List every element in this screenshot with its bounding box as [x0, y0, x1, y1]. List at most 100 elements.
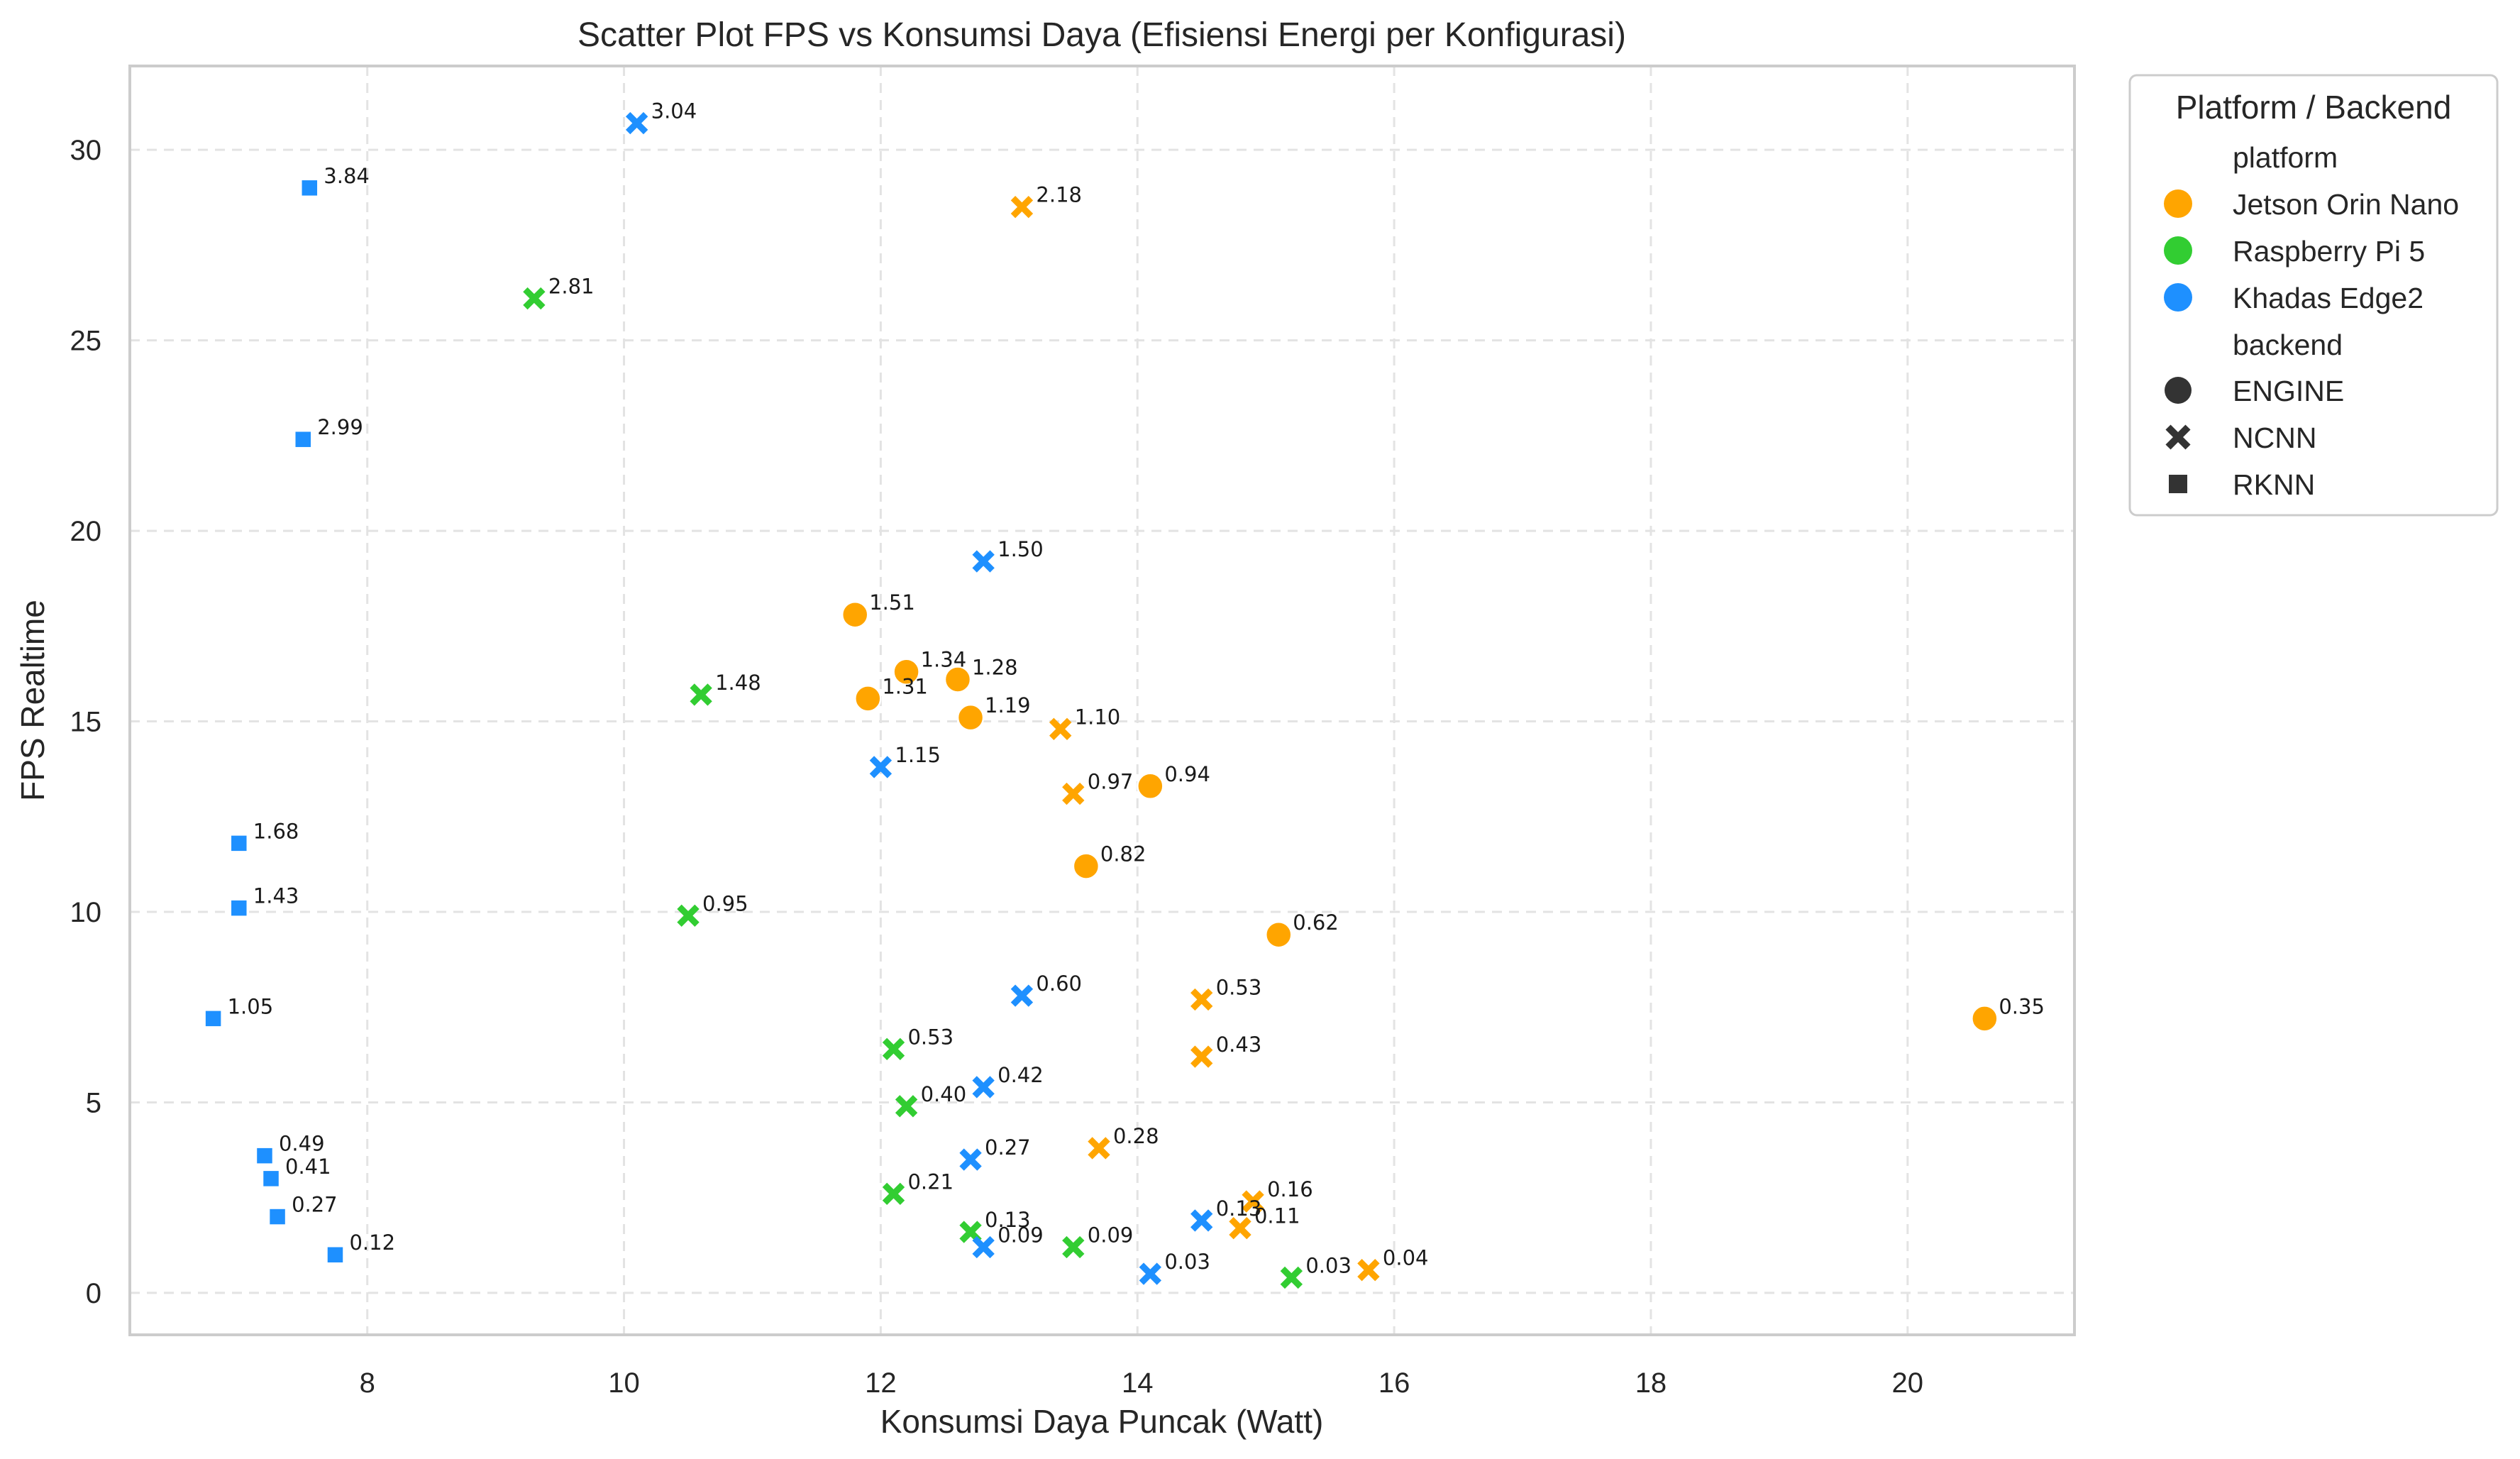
legend-label-backend: RKNN — [2233, 468, 2315, 501]
data-label: 0.53 — [907, 1025, 954, 1049]
data-label: 0.03 — [1305, 1253, 1352, 1277]
x-axis-title: Konsumsi Daya Puncak (Watt) — [880, 1403, 1324, 1440]
legend-entry-backend: NCNN — [2165, 422, 2316, 454]
data-point-ncnn — [1190, 988, 1213, 1011]
data-label: 0.97 — [1088, 770, 1134, 794]
data-label: 1.28 — [972, 655, 1018, 679]
data-label: 0.60 — [1036, 971, 1082, 996]
legend-swatch-platform — [2164, 236, 2192, 265]
data-label: 1.10 — [1075, 705, 1121, 729]
data-point-engine — [1072, 852, 1100, 880]
legend-circle-marker-icon — [2165, 377, 2192, 404]
data-point-ncnn — [1280, 1266, 1303, 1289]
data-point-ncnn — [972, 1235, 995, 1259]
data-point-ncnn — [1139, 1262, 1162, 1285]
data-point-ncnn — [690, 683, 712, 706]
data-label: 1.51 — [869, 590, 915, 615]
data-label: 0.95 — [702, 891, 748, 915]
chart-title: Scatter Plot FPS vs Konsumsi Daya (Efisi… — [578, 16, 1626, 54]
x-tick-label: 10 — [608, 1367, 640, 1399]
data-point-engine — [841, 600, 869, 629]
data-point-engine — [944, 666, 972, 693]
legend-header-platform: platform — [2233, 141, 2338, 174]
data-label: 0.04 — [1383, 1246, 1429, 1270]
data-point-rknn — [255, 1147, 274, 1165]
legend-entry-backend: RKNN — [2169, 468, 2315, 501]
legend-frame — [2128, 74, 2499, 517]
data-labels: 1.51 1.34 1.28 1.31 1.19 0.94 0.82 0.62 0.35 2.18… — [228, 99, 2045, 1278]
data-point-rknn — [230, 835, 248, 852]
data-point-ncnn — [869, 756, 892, 778]
data-label: 1.50 — [998, 537, 1044, 561]
data-label: 0.27 — [985, 1135, 1031, 1160]
data-label: 0.13 — [985, 1208, 1031, 1232]
data-point-engine — [1137, 772, 1164, 800]
data-label: 1.48 — [715, 671, 761, 695]
data-point-ncnn — [1190, 1209, 1213, 1232]
data-point-ncnn — [959, 1148, 982, 1171]
data-point-ncnn — [1062, 782, 1085, 805]
y-tick-label: 0 — [86, 1278, 101, 1309]
data-point-ncnn — [1010, 195, 1034, 219]
axis-ticks: 8 10 12 14 16 18 20 0 5 10 15 20 25 30 — [70, 135, 1924, 1399]
x-tick-label: 8 — [360, 1367, 375, 1399]
data-point-ncnn — [625, 111, 648, 135]
data-point-ncnn — [1242, 1190, 1264, 1213]
y-tick-label: 10 — [70, 897, 102, 928]
data-label: 0.13 — [1216, 1196, 1262, 1221]
data-label: 1.43 — [253, 884, 299, 908]
data-label: 0.16 — [1267, 1177, 1313, 1201]
data-point-ncnn — [523, 287, 546, 310]
data-label: 2.99 — [317, 415, 363, 439]
data-label: 0.11 — [1254, 1204, 1300, 1228]
legend-header-backend: backend — [2233, 329, 2343, 361]
x-tick-label: 16 — [1378, 1367, 1410, 1399]
data-point-rknn — [326, 1245, 344, 1264]
data-label: 1.34 — [921, 648, 967, 672]
data-label: 0.53 — [1216, 975, 1262, 999]
legend-swatch-platform — [2164, 189, 2192, 218]
legend-label-backend: NCNN — [2233, 422, 2316, 454]
legend-backend-entries: ENGINE NCNN RKNN — [2165, 375, 2344, 501]
x-tick-label: 20 — [1892, 1367, 1924, 1399]
data-label: 0.09 — [998, 1223, 1044, 1248]
y-tick-label: 25 — [70, 326, 102, 357]
data-label: 0.49 — [279, 1132, 325, 1156]
y-axis-title: FPS Realtime — [14, 600, 51, 801]
data-point-rknn — [230, 899, 248, 917]
data-point-ncnn — [1357, 1259, 1380, 1282]
data-point-ncnn — [895, 1095, 918, 1118]
data-label: 0.21 — [907, 1169, 954, 1194]
data-point-ncnn — [1190, 1045, 1213, 1068]
legend-label-platform: Khadas Edge2 — [2233, 282, 2424, 314]
data-point-ncnn — [972, 550, 995, 573]
legend-x-marker-icon — [2165, 424, 2191, 450]
data-point-ncnn — [1049, 717, 1072, 740]
data-point-rknn — [204, 1010, 222, 1028]
data-point-rknn — [301, 179, 319, 197]
legend-label-platform: Raspberry Pi 5 — [2233, 235, 2425, 268]
plot-area-frame — [128, 65, 2076, 1336]
data-point-ncnn — [1088, 1137, 1110, 1160]
data-label: 1.19 — [985, 693, 1031, 717]
data-label: 0.27 — [292, 1193, 338, 1217]
legend-label-backend: ENGINE — [2233, 375, 2344, 407]
data-label: 1.31 — [882, 674, 928, 698]
data-point-rknn — [262, 1169, 280, 1188]
x-tick-label: 12 — [865, 1367, 897, 1399]
data-label: 0.42 — [998, 1063, 1044, 1087]
x-tick-label: 14 — [1122, 1367, 1154, 1399]
data-point-engine — [956, 703, 985, 732]
data-label: 1.15 — [895, 743, 941, 767]
data-point-rknn — [268, 1208, 287, 1226]
legend-platform-entries: Jetson Orin Nano Raspberry Pi 5 Khadas Edg… — [2164, 188, 2459, 314]
data-point-ncnn — [1010, 984, 1034, 1007]
data-label: 0.35 — [1999, 994, 2045, 1018]
data-label: 0.03 — [1164, 1250, 1210, 1274]
legend-entry-backend: ENGINE — [2165, 375, 2344, 407]
y-tick-label: 30 — [70, 135, 102, 166]
data-point-ncnn — [972, 1076, 995, 1099]
data-label: 0.12 — [349, 1230, 395, 1255]
data-label: 3.84 — [324, 164, 370, 188]
